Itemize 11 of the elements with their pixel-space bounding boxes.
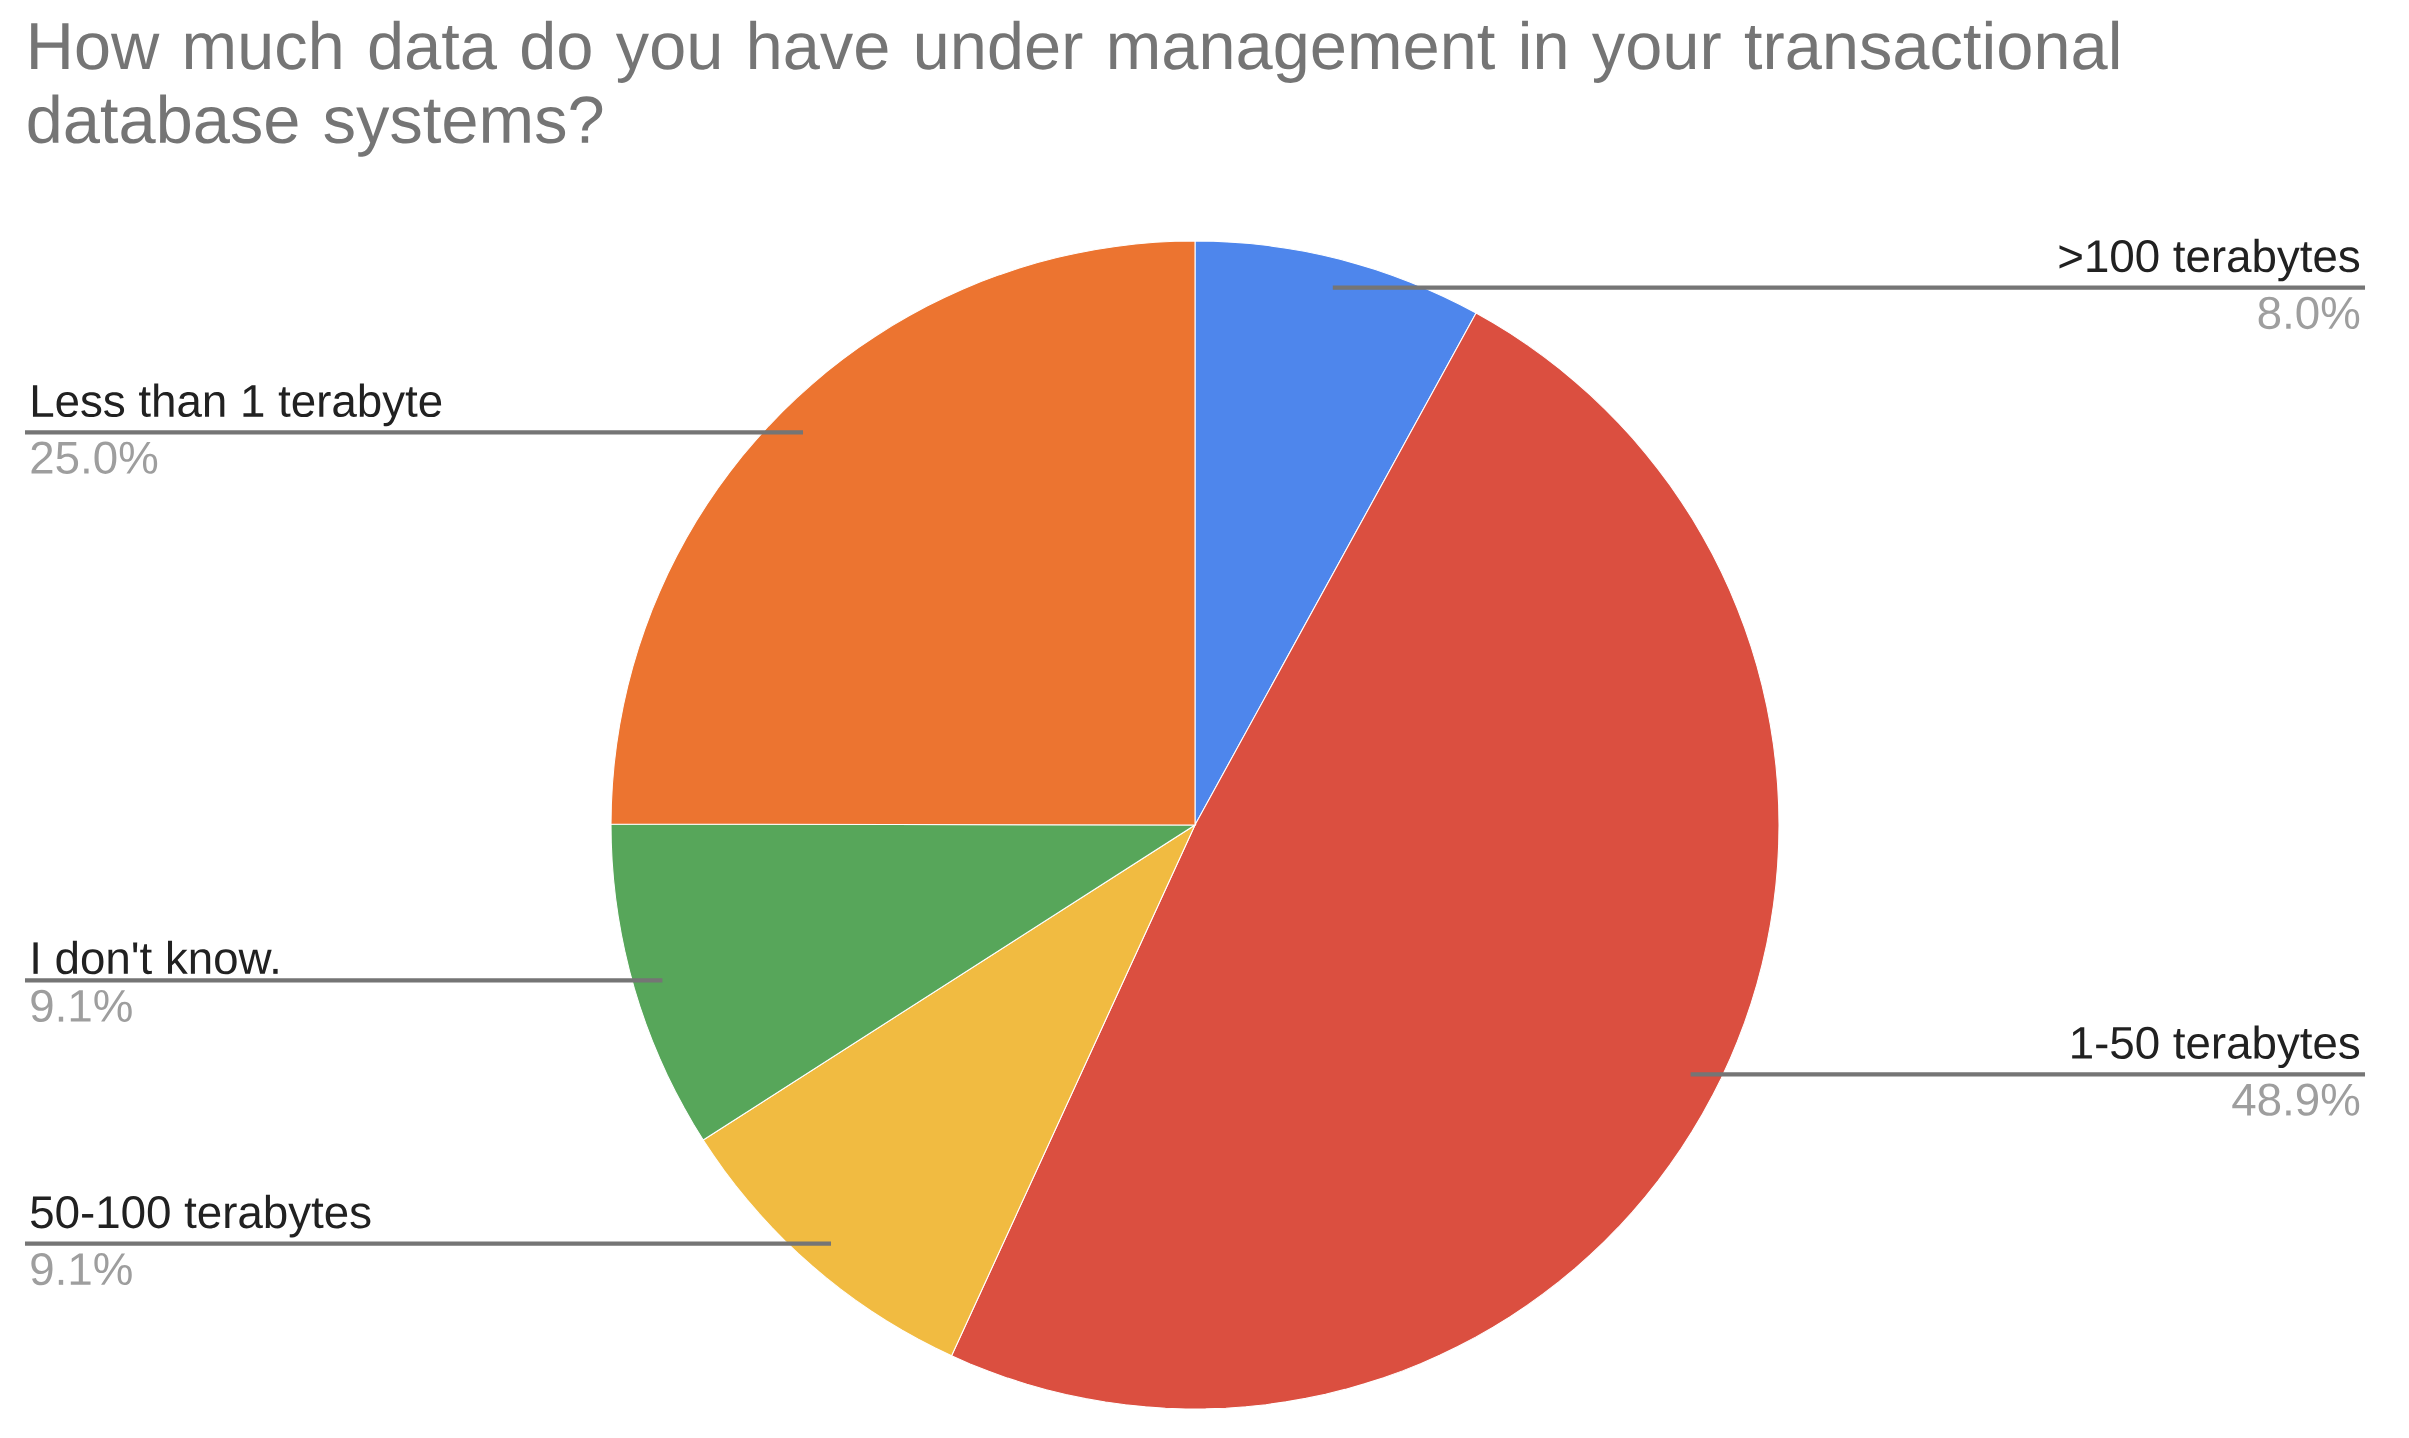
data-label: 8.0% bbox=[2258, 296, 2360, 330]
data-label: 9.1% bbox=[31, 989, 132, 1023]
slice-label: >100 terabytes bbox=[2059, 238, 2360, 282]
chart-title: How much data do you have under management in your transactional database systems? bbox=[28, 20, 2119, 157]
slice-label: 1-50 terabytes bbox=[2072, 1025, 2360, 1069]
data-label: 48.9% bbox=[2232, 1083, 2360, 1116]
data-label: 25.0% bbox=[31, 441, 158, 474]
slice-label: 50-100 terabytes bbox=[31, 1194, 371, 1238]
slice-label: Less than 1 terabyte bbox=[32, 383, 442, 427]
slice-label: I don't know. bbox=[33, 940, 278, 975]
data-label: 9.1% bbox=[31, 1252, 132, 1286]
